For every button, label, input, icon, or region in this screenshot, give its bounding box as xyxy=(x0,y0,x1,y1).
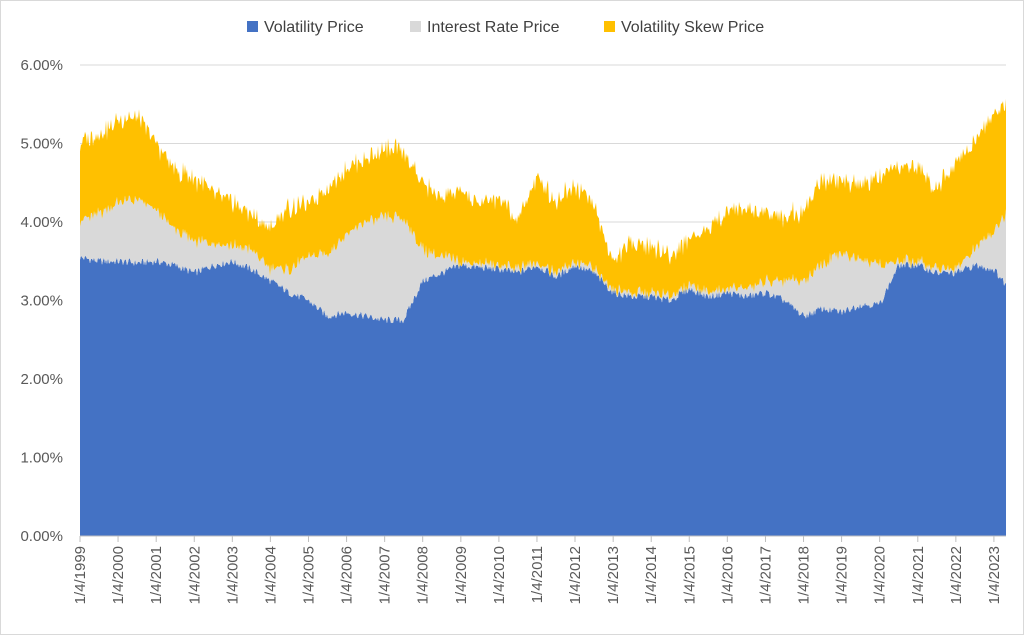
legend-swatch-volatility-skew-price xyxy=(604,21,615,32)
y-axis: 0.00% 1.00% 2.00% 3.00% 4.00% 5.00% 6.00% xyxy=(20,57,63,545)
legend-label-volatility-skew-price: Volatility Skew Price xyxy=(621,19,764,36)
legend-label-volatility-price: Volatility Price xyxy=(264,19,364,36)
x-axis: 1/4/1999 1/4/2000 1/4/2001 1/4/2002 1/4/2003… xyxy=(72,535,1006,604)
x-tick-label: 1/4/2005 xyxy=(301,546,318,604)
x-tick-label: 1/4/2006 xyxy=(339,546,356,604)
legend-label-interest-rate-price: Interest Rate Price xyxy=(427,19,560,36)
x-tick-label: 1/4/2022 xyxy=(948,546,965,604)
plot-area xyxy=(80,98,1006,536)
area-series-volatility-price xyxy=(80,255,1006,536)
y-tick-label: 2.00% xyxy=(20,371,63,388)
y-tick-label: 4.00% xyxy=(20,214,63,231)
area-series-interest-rate-price xyxy=(80,195,1006,324)
y-tick-label: 3.00% xyxy=(20,293,63,310)
x-tick-label: 1/4/2015 xyxy=(681,546,698,604)
x-tick-label: 1/4/1999 xyxy=(72,546,89,604)
x-tick-label: 1/4/2003 xyxy=(224,546,241,604)
x-tick-label: 1/4/2011 xyxy=(529,546,546,603)
legend: Volatility Price Interest Rate Price Vol… xyxy=(247,19,764,36)
legend-swatch-interest-rate-price xyxy=(410,21,421,32)
x-tick-label: 1/4/2012 xyxy=(567,546,584,604)
x-tick-label: 1/4/2017 xyxy=(757,546,774,604)
legend-item-interest-rate-price: Interest Rate Price xyxy=(410,19,560,36)
x-tick-label: 1/4/2007 xyxy=(377,546,394,604)
x-tick-label: 1/4/2019 xyxy=(834,546,851,604)
y-tick-label: 0.00% xyxy=(20,528,63,545)
x-tick-label: 1/4/2000 xyxy=(110,546,127,604)
x-tick-label: 1/4/2008 xyxy=(415,546,432,604)
legend-swatch-volatility-price xyxy=(247,21,258,32)
area-series-volatility-skew-price xyxy=(80,98,1006,300)
x-tick-label: 1/4/2014 xyxy=(643,546,660,604)
x-tick-label: 1/4/2009 xyxy=(453,546,470,604)
x-tick-label: 1/4/2020 xyxy=(872,546,889,604)
y-tick-label: 1.00% xyxy=(20,450,63,467)
x-tick-label: 1/4/2021 xyxy=(910,546,927,604)
y-tick-label: 5.00% xyxy=(20,136,63,153)
x-tick-label: 1/4/2002 xyxy=(186,546,203,604)
x-tick-label: 1/4/2004 xyxy=(262,546,279,604)
x-tick-label: 1/4/2016 xyxy=(719,546,736,604)
legend-item-volatility-price: Volatility Price xyxy=(247,19,364,36)
legend-item-volatility-skew-price: Volatility Skew Price xyxy=(604,19,764,36)
x-tick-label: 1/4/2013 xyxy=(605,546,622,604)
x-tick-label: 1/4/2018 xyxy=(796,546,813,604)
x-tick-label: 1/4/2010 xyxy=(491,546,508,604)
y-tick-label: 6.00% xyxy=(20,57,63,74)
x-tick-label: 1/4/2023 xyxy=(986,546,1003,604)
x-tick-label: 1/4/2001 xyxy=(148,546,165,604)
